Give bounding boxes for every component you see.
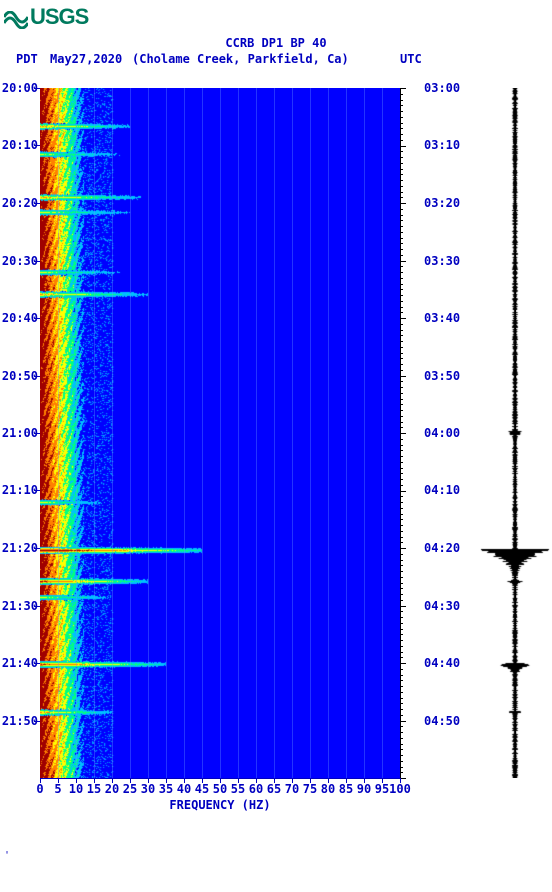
left-time-label: 20:30 xyxy=(2,254,38,268)
usgs-logo: USGS xyxy=(4,4,88,30)
x-tick-label: 40 xyxy=(177,782,191,796)
pdt-label: PDT xyxy=(16,52,38,66)
right-time-label: 04:20 xyxy=(424,541,460,555)
x-tick-label: 50 xyxy=(213,782,227,796)
right-time-label: 03:30 xyxy=(424,254,460,268)
date-label: May27,2020 xyxy=(50,52,122,66)
left-time-label: 21:10 xyxy=(2,483,38,497)
x-tick-label: 60 xyxy=(249,782,263,796)
usgs-logo-text: USGS xyxy=(30,4,88,29)
x-tick-label: 25 xyxy=(123,782,137,796)
x-tick-label: 70 xyxy=(285,782,299,796)
x-tick-label: 10 xyxy=(69,782,83,796)
right-time-label: 03:10 xyxy=(424,138,460,152)
seismogram-chart xyxy=(480,88,550,778)
left-time-label: 21:20 xyxy=(2,541,38,555)
x-tick-label: 5 xyxy=(54,782,61,796)
right-time-axis-labels: 03:0003:1003:2003:3003:4003:5004:0004:10… xyxy=(424,88,464,778)
seismogram-canvas xyxy=(480,88,550,778)
left-time-label: 21:30 xyxy=(2,599,38,613)
x-tick-label: 90 xyxy=(357,782,371,796)
left-time-label: 20:00 xyxy=(2,81,38,95)
x-tick-label: 65 xyxy=(267,782,281,796)
right-time-label: 03:50 xyxy=(424,369,460,383)
x-tick-label: 45 xyxy=(195,782,209,796)
right-time-label: 04:10 xyxy=(424,483,460,497)
x-axis-label: FREQUENCY (HZ) xyxy=(40,798,400,812)
x-tick-label: 100 xyxy=(389,782,411,796)
right-time-axis xyxy=(400,88,422,778)
x-tick-label: 75 xyxy=(303,782,317,796)
x-tick-label: 85 xyxy=(339,782,353,796)
left-time-label: 20:50 xyxy=(2,369,38,383)
x-tick-label: 20 xyxy=(105,782,119,796)
x-tick-label: 55 xyxy=(231,782,245,796)
spectrogram-chart xyxy=(40,88,400,778)
right-time-label: 03:20 xyxy=(424,196,460,210)
x-tick-label: 35 xyxy=(159,782,173,796)
x-tick-label: 80 xyxy=(321,782,335,796)
utc-label: UTC xyxy=(400,52,422,66)
x-tick-label: 0 xyxy=(36,782,43,796)
usgs-wave-icon xyxy=(4,9,28,27)
left-time-label: 21:50 xyxy=(2,714,38,728)
right-time-label: 04:40 xyxy=(424,656,460,670)
right-time-label: 03:40 xyxy=(424,311,460,325)
left-time-label: 21:00 xyxy=(2,426,38,440)
left-time-label: 20:10 xyxy=(2,138,38,152)
right-time-label: 04:50 xyxy=(424,714,460,728)
x-tick-label: 95 xyxy=(375,782,389,796)
location-label: (Cholame Creek, Parkfield, Ca) xyxy=(132,52,349,66)
x-tick-label: 30 xyxy=(141,782,155,796)
right-time-label: 04:00 xyxy=(424,426,460,440)
left-time-label: 20:40 xyxy=(2,311,38,325)
right-time-label: 03:00 xyxy=(424,81,460,95)
footer-mark: ' xyxy=(4,850,10,861)
right-time-label: 04:30 xyxy=(424,599,460,613)
x-tick-label: 15 xyxy=(87,782,101,796)
left-time-label: 21:40 xyxy=(2,656,38,670)
chart-title: CCRB DP1 BP 40 xyxy=(0,36,552,50)
left-time-label: 20:20 xyxy=(2,196,38,210)
